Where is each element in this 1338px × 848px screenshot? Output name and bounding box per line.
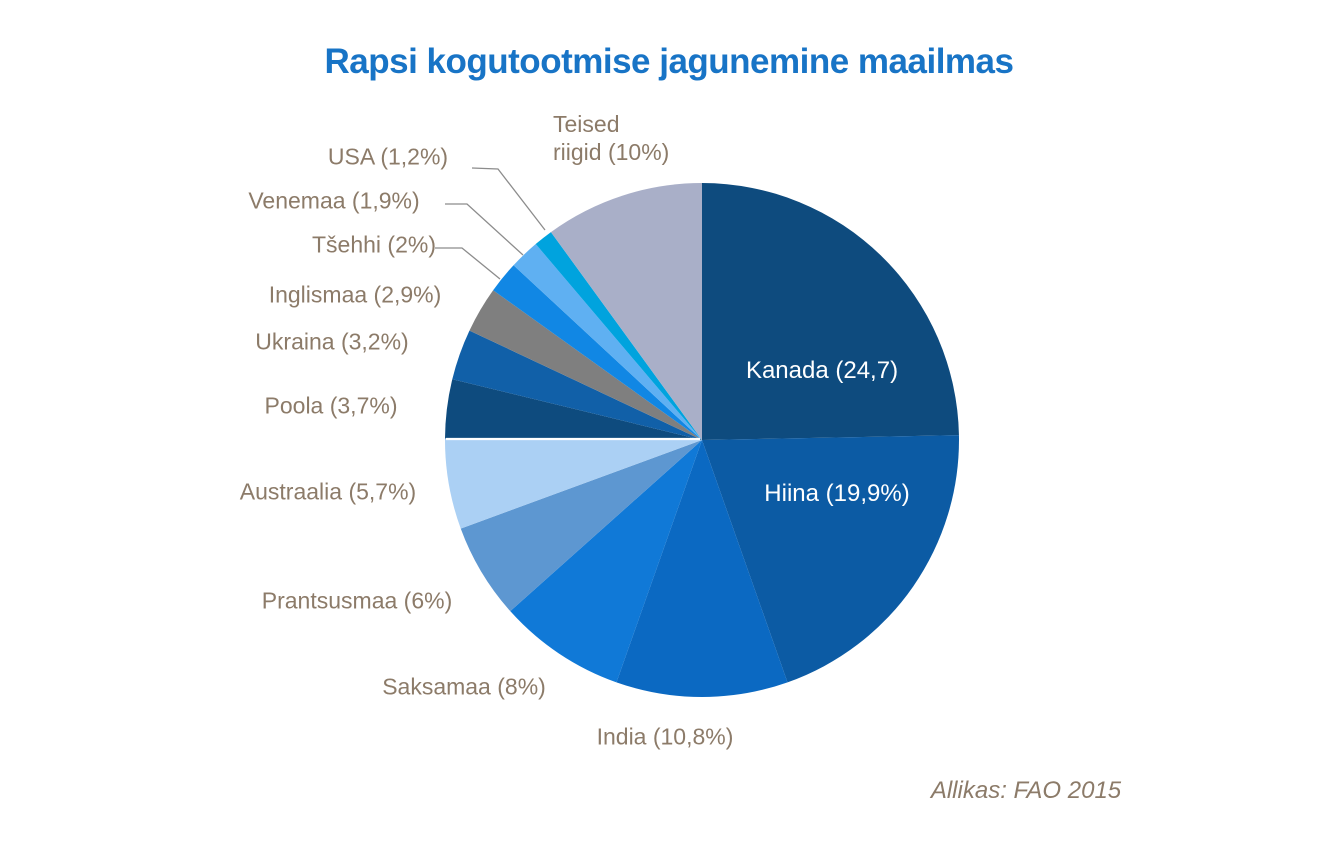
label-teised-riigid-line1: Teised — [553, 111, 620, 137]
pie-slice-ukraina — [452, 330, 702, 440]
label-hiina: Hiina (19,9%) — [764, 480, 910, 507]
label-inglismaa: Inglismaa (2,9%) — [268, 281, 442, 308]
pie-slice-poola — [445, 379, 702, 440]
pie-slice-prantsusmaa — [460, 440, 702, 612]
pie-slice-saksamaa — [510, 440, 702, 683]
label-prantsusmaa: Prantsusmaa (6%) — [261, 587, 453, 614]
label-teised-riigid: Teised riigid (10%) — [553, 110, 669, 166]
pie-slice-inglismaa — [469, 290, 702, 440]
label-austraalia: Austraalia (5,7%) — [239, 478, 417, 505]
pie-slice-india — [616, 440, 788, 697]
label-teised-riigid-line2: riigid (10%) — [553, 139, 670, 165]
pie-slices — [445, 183, 959, 697]
label-ukraina: Ukraina (3,2%) — [255, 328, 409, 355]
label-usa: USA (1,2%) — [327, 143, 449, 170]
source-note: Allikas: FAO 2015 — [930, 777, 1122, 804]
pie-slice-tsehhi — [493, 265, 702, 440]
label-venemaa: Venemaa (1,9%) — [248, 187, 420, 214]
label-kanada: Kanada (24,7) — [745, 357, 899, 384]
label-poola: Poola (3,7%) — [264, 392, 398, 419]
chart-title: Rapsi kogutootmise jagunemine maailmas — [324, 42, 1014, 81]
pie-slice-venemaa — [513, 244, 702, 440]
pie-slice-kanada — [702, 183, 959, 440]
label-india: India (10,8%) — [596, 723, 734, 750]
leader-line-usa — [471, 167, 546, 231]
label-tsehhi: Tšehhi (2%) — [312, 231, 436, 258]
leader-line-tsehhi — [435, 247, 501, 280]
pie-slice-teised-riigid — [550, 183, 702, 440]
label-saksamaa: Saksamaa (8%) — [382, 673, 546, 700]
pie-slice-hiina — [702, 435, 959, 683]
leader-line-venemaa — [445, 203, 524, 256]
pie-slice-austraalia — [445, 438, 702, 529]
pie-slice-usa — [535, 232, 702, 440]
